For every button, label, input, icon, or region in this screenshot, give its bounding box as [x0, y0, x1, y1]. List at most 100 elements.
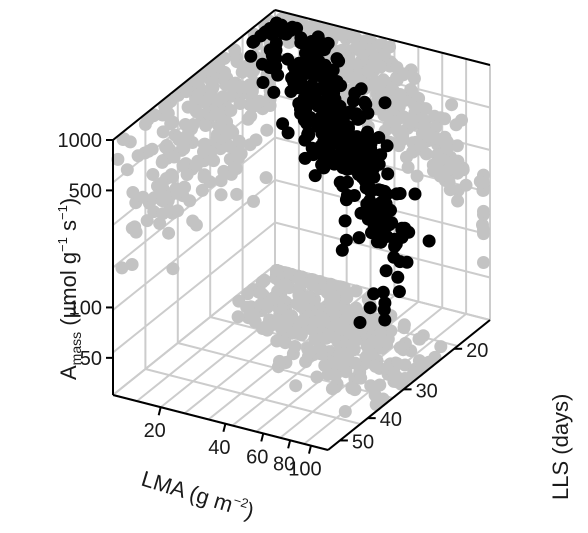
projection-point [445, 98, 459, 112]
x-tick [287, 440, 292, 449]
box-edge [112, 9, 276, 141]
projection-point [340, 291, 354, 305]
data-point [365, 226, 378, 240]
projection-point [183, 194, 197, 208]
projection-point [387, 367, 401, 381]
projection-point [164, 117, 178, 131]
projection-point [270, 264, 284, 277]
projection-point [410, 169, 424, 183]
y-tick-label: 40 [380, 409, 402, 431]
x-tick [308, 445, 312, 454]
projection-point [257, 273, 271, 287]
x-tick-label: 60 [246, 446, 268, 468]
data-point [311, 30, 325, 44]
projection-point [455, 113, 468, 127]
projection-point [459, 178, 473, 192]
data-point [353, 316, 367, 329]
box-frame [112, 9, 491, 451]
projection-point [440, 141, 454, 155]
projection-point [128, 220, 142, 234]
data-point [321, 36, 335, 50]
projection-point [146, 168, 160, 181]
projection-point [393, 341, 407, 354]
projection-point [243, 98, 257, 111]
data-point [352, 231, 366, 245]
projection-point [214, 188, 228, 202]
projection-point [230, 147, 244, 161]
projection-point [328, 331, 341, 345]
projection-point [214, 121, 228, 135]
projection-point [349, 334, 363, 348]
data-point [256, 76, 270, 89]
projection-point [336, 28, 350, 42]
projection-point [171, 204, 185, 218]
data-point [308, 169, 322, 183]
data-point [378, 296, 392, 310]
projection-point [275, 322, 288, 336]
projection-point [233, 97, 247, 110]
z-tick-label: 50 [80, 348, 102, 370]
projection-point [177, 142, 191, 156]
projection-point [197, 154, 211, 168]
data-point [340, 106, 354, 120]
projection-point [390, 60, 404, 74]
projection-point [230, 187, 244, 201]
projection-point [125, 258, 139, 271]
data-point [340, 162, 354, 176]
projection-point [338, 405, 352, 418]
data-point [292, 56, 306, 70]
projection-point [393, 88, 407, 101]
data-point [348, 86, 362, 100]
data-point [422, 234, 436, 248]
data-point [381, 167, 395, 181]
projection-point [352, 41, 366, 55]
projection-point [373, 378, 387, 392]
projection-point [259, 171, 273, 185]
projection-point [336, 359, 350, 372]
data-point [339, 193, 353, 207]
projection-point [326, 367, 340, 381]
projection-point [273, 354, 286, 368]
projection-point [232, 294, 246, 308]
data-point [340, 175, 354, 189]
projection-point [306, 273, 320, 287]
projection-point [197, 145, 210, 159]
projection-point [366, 336, 380, 350]
x-tick-label: 40 [208, 437, 230, 459]
data-point [270, 16, 284, 30]
data-point [363, 138, 377, 152]
projection-point [156, 207, 170, 221]
projection-point [115, 261, 129, 275]
data-point [281, 52, 295, 66]
data-point [366, 149, 380, 163]
data-point [263, 61, 277, 74]
data-point [352, 167, 365, 181]
projection-point [397, 318, 411, 332]
data-point [387, 250, 401, 264]
projection-point [288, 340, 302, 353]
projection-point [126, 186, 140, 199]
data-point [341, 120, 355, 134]
projection-point [349, 284, 363, 298]
projection-point [231, 310, 245, 324]
z-tick-label: 500 [69, 180, 102, 202]
data-point [380, 139, 394, 153]
data-point [335, 141, 349, 155]
projection-point [270, 334, 284, 348]
projection-point [310, 314, 324, 328]
data-point [364, 182, 378, 196]
projection-point [295, 314, 309, 328]
data-point [360, 197, 374, 211]
projection-point [451, 194, 465, 208]
projection-point [198, 95, 211, 109]
data-point [353, 111, 367, 125]
projection-point [209, 107, 223, 121]
projection-point [214, 131, 228, 145]
projection-point [165, 170, 179, 184]
x-tick-label: 80 [273, 453, 295, 475]
projection-point [438, 130, 452, 144]
projection-point [186, 118, 200, 132]
projection-point [205, 80, 219, 94]
